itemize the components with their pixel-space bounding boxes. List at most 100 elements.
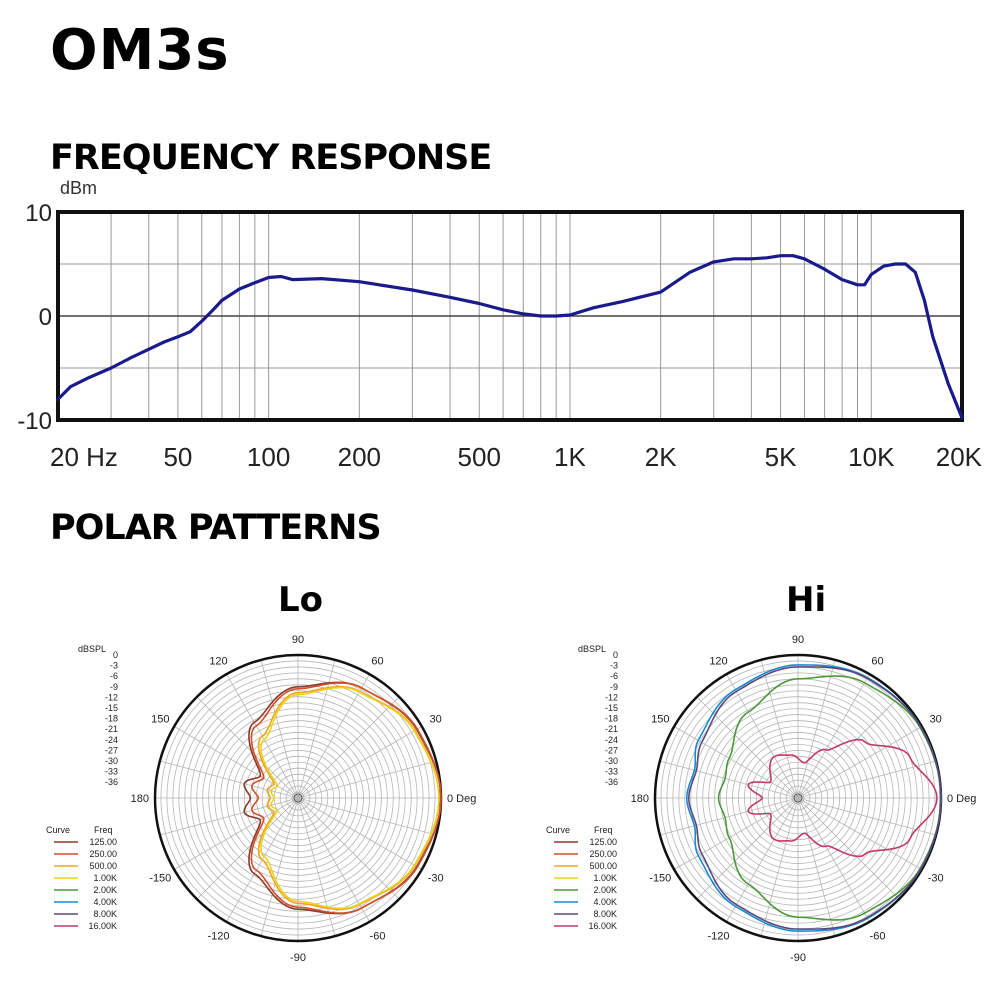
polar-spoke xyxy=(760,797,799,937)
polar-spoke xyxy=(797,726,923,799)
legend-freq-label: 2.00K xyxy=(93,885,117,895)
radial-axis-label: dBSPL xyxy=(578,644,606,654)
polar-angle-label: -150 xyxy=(649,873,671,885)
legend-freq-label: 4.00K xyxy=(593,897,617,907)
polar-spoke xyxy=(659,760,799,799)
polar-angle-label: 180 xyxy=(631,793,649,805)
polar-spoke xyxy=(797,797,923,870)
x-tick-label: 5K xyxy=(765,442,797,472)
frequency-grid xyxy=(58,212,962,420)
frequency-response-heading: FREQUENCY RESPONSE xyxy=(50,138,492,178)
polar-angle-label: 150 xyxy=(151,714,169,726)
legend-header-freq: Freq xyxy=(594,825,613,835)
radial-tick-label: -27 xyxy=(605,745,618,755)
polar-spoke xyxy=(260,797,299,937)
polar-spoke xyxy=(297,696,400,799)
radial-tick-label: -18 xyxy=(605,714,618,724)
polar-curve-8-00K xyxy=(688,666,942,930)
polar-spoke xyxy=(297,726,423,799)
polar-angle-label: -90 xyxy=(790,952,806,964)
polar-spoke xyxy=(760,659,799,799)
polar-center xyxy=(793,793,803,803)
polar-spoke xyxy=(696,696,799,799)
polar-spoke xyxy=(696,797,799,900)
polar-angle-label: 0 Deg xyxy=(947,793,976,805)
x-tick-label: 100 xyxy=(247,442,290,472)
x-tick-label: 10K xyxy=(848,442,895,472)
polar-spoke xyxy=(797,797,870,923)
polar-angle-label: 60 xyxy=(871,655,883,667)
x-tick-label: 20K xyxy=(936,442,983,472)
polar-spoke xyxy=(673,726,799,799)
polar-spokes xyxy=(655,655,941,941)
polar-angle-label: 60 xyxy=(371,655,383,667)
polar-hi-chart: 0 Deg306090120150180-150-120-90-60-30dBS… xyxy=(546,634,976,964)
y-tick-label: 0 xyxy=(39,304,52,331)
legend-freq-label: 250.00 xyxy=(89,849,117,859)
polar-spoke xyxy=(173,726,299,799)
polar-curve-1-00K xyxy=(260,686,440,910)
polar-spoke xyxy=(726,673,799,799)
polar-spoke xyxy=(297,797,423,870)
legend-freq-label: 500.00 xyxy=(89,861,117,871)
polar-spoke xyxy=(297,797,400,900)
polar-curve-2-00K xyxy=(717,675,942,921)
radial-tick-label: -24 xyxy=(605,735,618,745)
radial-tick-label: -21 xyxy=(605,724,618,734)
polar-angle-label: 120 xyxy=(709,655,727,667)
frequency-response-line xyxy=(56,254,964,420)
radial-tick-label: -30 xyxy=(105,756,118,766)
polar-angle-label: -60 xyxy=(870,931,886,943)
radial-tick-label: -36 xyxy=(605,777,618,787)
polar-center xyxy=(293,793,303,803)
x-tick-label: 2K xyxy=(645,442,677,472)
legend-freq-label: 125.00 xyxy=(589,837,617,847)
polar-hi-title: Hi xyxy=(786,580,827,620)
legend-freq-label: 1.00K xyxy=(593,873,617,883)
polar-spoke xyxy=(297,760,437,799)
polar-spoke xyxy=(159,797,299,836)
polar-curve-16-00K xyxy=(747,738,938,858)
legend-freq-label: 16.00K xyxy=(588,921,617,931)
x-tick-label: 500 xyxy=(458,442,501,472)
polar-spoke xyxy=(173,797,299,870)
polar-spoke xyxy=(726,797,799,923)
polar-curve-250-00 xyxy=(250,682,442,914)
polar-angle-label: -30 xyxy=(428,873,444,885)
radial-tick-label: -6 xyxy=(610,671,618,681)
polar-angle-label: -120 xyxy=(707,931,729,943)
polar-angle-label: -30 xyxy=(928,873,944,885)
y-tick-label: 10 xyxy=(25,200,52,227)
polar-angle-label: 150 xyxy=(651,714,669,726)
radial-tick-label: -15 xyxy=(605,703,618,713)
radial-tick-label: -3 xyxy=(610,661,618,671)
radial-tick-label: -36 xyxy=(105,777,118,787)
legend-freq-label: 1.00K xyxy=(93,873,117,883)
polar-angle-label: 90 xyxy=(292,634,304,646)
polar-angle-label: 0 Deg xyxy=(447,793,476,805)
x-tick-label: 1K xyxy=(554,442,586,472)
radial-tick-label: -33 xyxy=(105,767,118,777)
legend-freq-label: 4.00K xyxy=(93,897,117,907)
polar-spoke xyxy=(260,659,299,799)
y-axis-label: dBm xyxy=(60,178,97,198)
polar-angle-label: -150 xyxy=(149,873,171,885)
radial-tick-label: -24 xyxy=(105,735,118,745)
x-tick-label: 20 Hz xyxy=(50,442,118,472)
polar-spoke xyxy=(659,797,799,836)
polar-spoke xyxy=(797,760,937,799)
y-tick-label: -10 xyxy=(17,408,52,435)
polar-spoke xyxy=(797,696,900,799)
polar-spoke xyxy=(159,760,299,799)
radial-tick-label: -12 xyxy=(105,692,118,702)
polar-angle-label: -120 xyxy=(207,931,229,943)
legend-freq-label: 16.00K xyxy=(88,921,117,931)
radial-tick-label: -33 xyxy=(605,767,618,777)
polar-spoke xyxy=(196,797,299,900)
legend-freq-label: 125.00 xyxy=(89,837,117,847)
polar-spokes xyxy=(155,655,441,941)
polar-spoke xyxy=(797,797,900,900)
polar-angle-label: 90 xyxy=(792,634,804,646)
polar-lo-title: Lo xyxy=(278,580,324,620)
